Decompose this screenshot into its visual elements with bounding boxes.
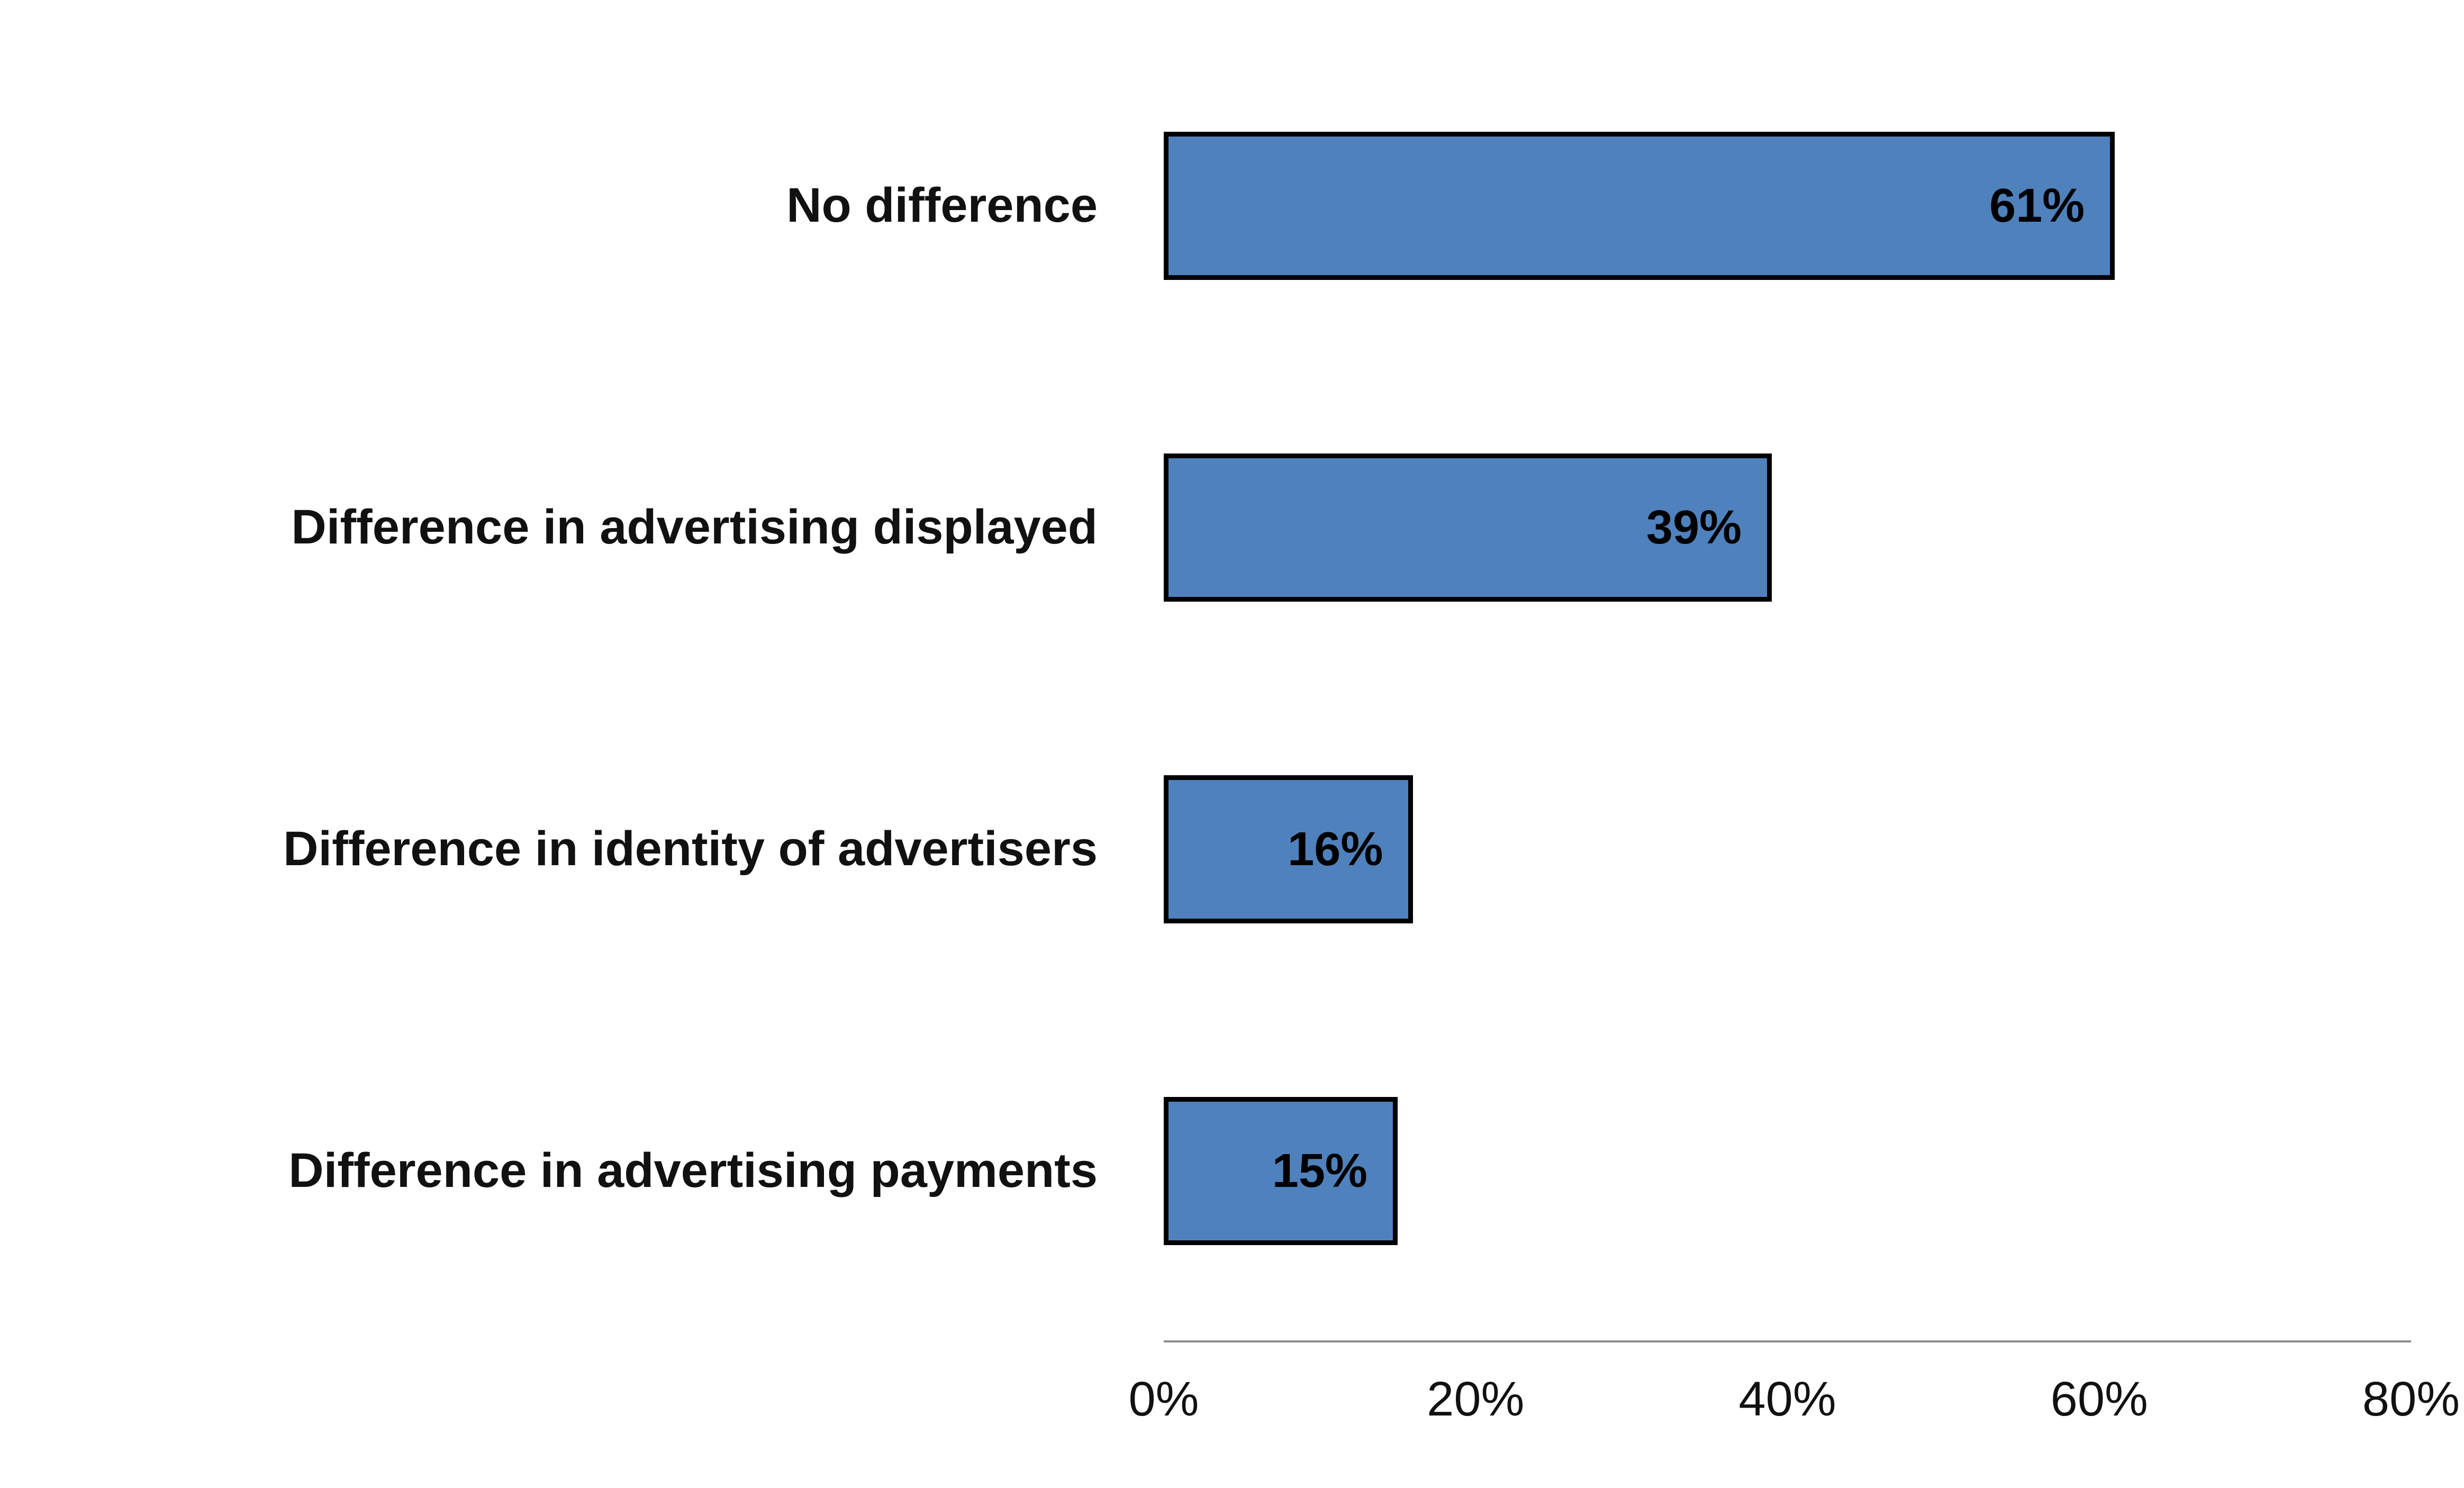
value-label: 39% [1646,501,1742,554]
value-label: 16% [1288,822,1383,876]
x-axis-tick-label: 60% [2050,1372,2148,1426]
category-label: No difference [786,178,1098,233]
bar: 15% [1164,1097,1398,1245]
category-label: Difference in identity of advertisers [283,822,1098,876]
bar: 16% [1164,775,1414,923]
x-axis-tick-label: 20% [1427,1372,1525,1426]
axis-spacer [0,1340,1164,1488]
x-axis-line [1164,1340,2411,1342]
category-label: Difference in advertising displayed [291,500,1098,555]
bar-track: 15% [1164,1010,2411,1332]
bar: 39% [1164,453,1772,602]
x-axis: 0% 20% 40% 60% 80% [0,1340,2460,1488]
value-label: 15% [1272,1144,1367,1197]
category-label: Difference in advertising payments [288,1144,1098,1198]
chart-row: Difference in advertising payments 15% [0,1010,2411,1332]
chart-row: Difference in identity of advertisers 16% [0,688,2411,1010]
x-axis-tick-label: 0% [1128,1372,1199,1426]
bar-track: 16% [1164,688,2411,1010]
chart-rows: No difference 61% Difference in advertisin… [0,45,2411,1332]
bar: 61% [1164,132,2115,280]
x-axis-ticks: 0% 20% 40% 60% 80% [1129,1372,2460,1488]
chart-row: Difference in advertising displayed 39% [0,367,2411,688]
value-label: 61% [1989,179,2085,232]
bar-track: 61% [1164,45,2411,367]
chart-row: No difference 61% [0,45,2411,367]
x-axis-tick-label: 80% [2362,1372,2460,1426]
bar-track: 39% [1164,367,2411,688]
x-axis-tick-label: 40% [1738,1372,1836,1426]
axis-area: 0% 20% 40% 60% 80% [1129,1340,2460,1488]
